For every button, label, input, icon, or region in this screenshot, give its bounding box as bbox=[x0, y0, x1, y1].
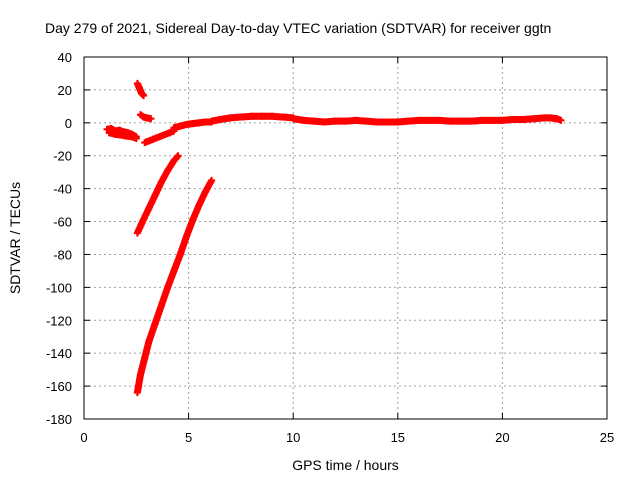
data-series bbox=[103, 79, 565, 397]
y-tick-label: 40 bbox=[58, 50, 72, 65]
y-tick-label: -140 bbox=[46, 346, 72, 361]
y-tick-label: -80 bbox=[53, 247, 72, 262]
y-tick-label: 20 bbox=[58, 83, 72, 98]
data-point bbox=[140, 92, 148, 100]
y-axis-label: SDTVAR / TECUs bbox=[7, 182, 23, 294]
chart-title: Day 279 of 2021, Sidereal Day-to-day VTE… bbox=[45, 20, 552, 36]
x-tick-label: 0 bbox=[80, 430, 87, 445]
data-point bbox=[132, 134, 140, 142]
y-tick-label: -100 bbox=[46, 280, 72, 295]
x-tick-label: 10 bbox=[286, 430, 300, 445]
data-segment bbox=[170, 118, 216, 132]
y-tick-label: -20 bbox=[53, 149, 72, 164]
plot-frame bbox=[83, 56, 608, 420]
data-segment bbox=[289, 114, 565, 126]
y-tick-label: 0 bbox=[65, 116, 72, 131]
data-segment bbox=[133, 176, 216, 397]
data-point bbox=[208, 176, 216, 184]
x-tick-label: 20 bbox=[495, 430, 509, 445]
axis-ticks: 0 5 10 15 20 25 40 20 0 -20 -40 -60 -80 -100 -120 -140 -… bbox=[46, 50, 614, 445]
y-tick-label: -160 bbox=[46, 379, 72, 394]
y-tick-label: -40 bbox=[53, 182, 72, 197]
y-tick-label: -120 bbox=[46, 313, 72, 328]
y-tick-label: -60 bbox=[53, 215, 72, 230]
data-point bbox=[174, 152, 182, 160]
grid-lines bbox=[84, 57, 607, 419]
data-segment bbox=[141, 127, 178, 147]
data-segment bbox=[208, 112, 297, 125]
x-axis-label: GPS time / hours bbox=[292, 457, 399, 473]
x-tick-label: 5 bbox=[185, 430, 192, 445]
data-segment bbox=[133, 79, 148, 100]
x-tick-label: 15 bbox=[391, 430, 405, 445]
y-tick-label: -180 bbox=[46, 412, 72, 427]
data-segment bbox=[105, 129, 140, 142]
data-segment bbox=[133, 152, 182, 237]
data-segment bbox=[136, 111, 155, 123]
data-point bbox=[147, 115, 155, 123]
data-point bbox=[557, 116, 565, 124]
x-tick-label: 25 bbox=[600, 430, 614, 445]
